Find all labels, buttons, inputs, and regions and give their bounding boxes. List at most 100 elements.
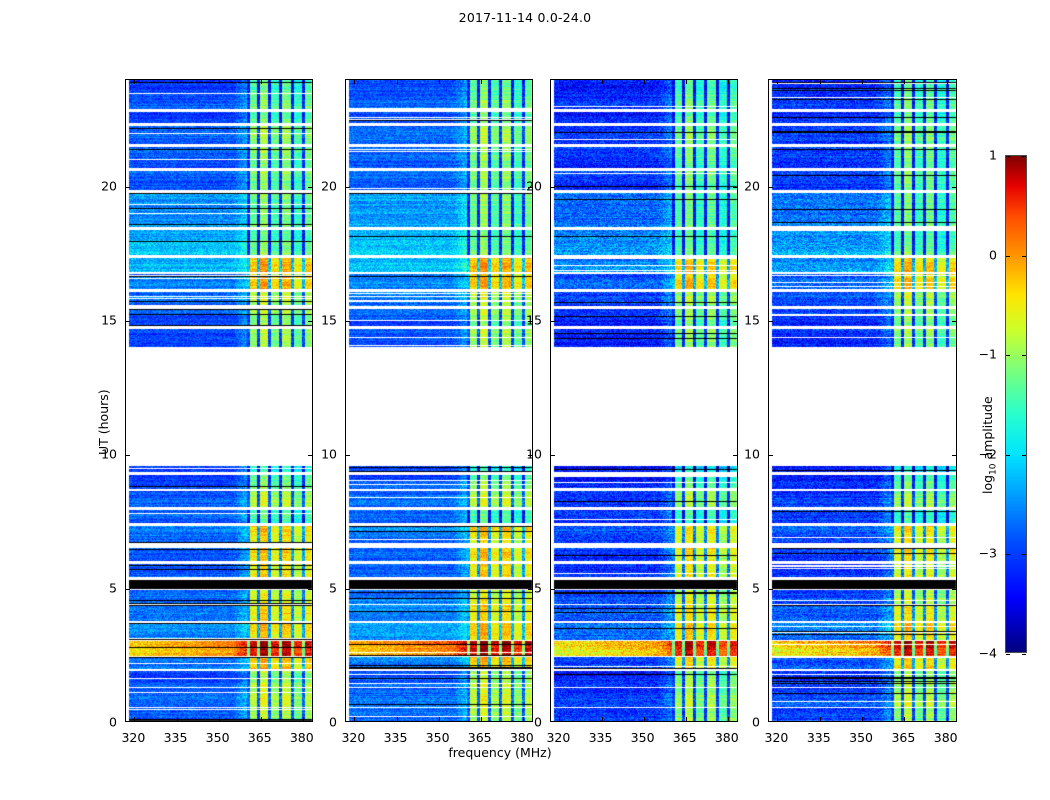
y-tick-inner bbox=[126, 455, 130, 457]
x-tick-inner bbox=[727, 717, 729, 721]
y-tick-inner bbox=[346, 455, 350, 457]
y-tick-outer bbox=[345, 455, 346, 456]
x-tick-inner bbox=[685, 717, 687, 721]
panel-xx[interactable]: XX, V6*V8=EA09*EA27 bbox=[125, 79, 313, 722]
x-tick-inner bbox=[176, 717, 178, 721]
x-tick-top bbox=[685, 80, 687, 84]
y-tick-inner bbox=[551, 589, 555, 591]
x-tick-inner bbox=[946, 717, 948, 721]
colorbar-tick-label: 0 bbox=[989, 247, 997, 263]
x-tick-inner bbox=[601, 717, 603, 721]
y-tick-right bbox=[528, 589, 532, 591]
y-tick-outer bbox=[550, 321, 551, 322]
x-tick-top bbox=[559, 80, 561, 84]
y-tick-inner bbox=[769, 455, 773, 457]
x-tick-label: 320 bbox=[121, 730, 146, 745]
y-tick-right bbox=[733, 321, 737, 323]
y-tick-label: 20 bbox=[526, 178, 542, 194]
y-tick-right bbox=[528, 187, 532, 189]
y-tick-right bbox=[952, 321, 956, 323]
y-tick-outer bbox=[345, 321, 346, 322]
x-tick-outer bbox=[777, 721, 778, 722]
x-tick-label: 335 bbox=[383, 730, 408, 745]
x-tick-inner bbox=[396, 717, 398, 721]
x-tick-inner bbox=[862, 717, 864, 721]
x-tick-inner bbox=[480, 717, 482, 721]
y-tick-outer bbox=[345, 589, 346, 590]
x-tick-label: 365 bbox=[467, 730, 492, 745]
panel-xy[interactable]: XY, V6*V8=EA09*EA27 bbox=[550, 79, 738, 722]
x-tick-label: 350 bbox=[849, 730, 874, 745]
colorbar-label: log10 amplitude bbox=[980, 396, 999, 494]
x-tick-outer bbox=[686, 721, 687, 722]
x-tick-outer bbox=[354, 721, 355, 722]
x-tick-top bbox=[260, 80, 262, 84]
colorbar-tick-right bbox=[1022, 454, 1026, 456]
x-tick-top bbox=[480, 80, 482, 84]
x-tick-top bbox=[176, 80, 178, 84]
y-tick-right bbox=[733, 187, 737, 189]
y-tick-inner bbox=[126, 187, 130, 189]
plot-area bbox=[769, 80, 956, 721]
x-tick-label: 335 bbox=[806, 730, 831, 745]
y-tick-inner bbox=[769, 589, 773, 591]
y-tick-label: 0 bbox=[534, 714, 542, 730]
x-tick-inner bbox=[559, 717, 561, 721]
x-tick-outer bbox=[397, 721, 398, 722]
y-tick-inner bbox=[551, 187, 555, 189]
x-tick-outer bbox=[820, 721, 821, 722]
y-tick-inner bbox=[769, 321, 773, 323]
x-tick-top bbox=[396, 80, 398, 84]
y-tick-inner bbox=[346, 321, 350, 323]
y-axis-label: UT (hours) bbox=[96, 389, 111, 455]
plot-area bbox=[126, 80, 312, 721]
y-tick-label: 5 bbox=[109, 580, 117, 596]
x-tick-top bbox=[727, 80, 729, 84]
y-tick-right bbox=[308, 589, 312, 591]
y-tick-outer bbox=[768, 321, 769, 322]
x-tick-outer bbox=[559, 721, 560, 722]
y-tick-outer bbox=[768, 187, 769, 188]
colorbar-tick-right bbox=[1022, 654, 1026, 655]
y-tick-label: 5 bbox=[534, 580, 542, 596]
colorbar-tick-inner bbox=[1006, 454, 1010, 456]
y-tick-right bbox=[528, 455, 532, 457]
x-tick-label: 350 bbox=[205, 730, 230, 745]
x-tick-outer bbox=[904, 721, 905, 722]
x-tick-inner bbox=[643, 717, 645, 721]
colorbar-tick-right bbox=[1022, 355, 1026, 357]
panel-yx[interactable]: YX, V6*V8=EA09*EA27 bbox=[768, 79, 957, 722]
colorbar-tick-inner bbox=[1006, 554, 1010, 556]
x-tick-label: 380 bbox=[509, 730, 534, 745]
colorbar[interactable] bbox=[1005, 155, 1027, 655]
colorbar-tick-label: 1 bbox=[989, 147, 997, 163]
y-tick-label: 15 bbox=[101, 312, 117, 328]
y-tick-label: 20 bbox=[744, 178, 760, 194]
x-tick-top bbox=[354, 80, 356, 84]
colorbar-tick-right bbox=[1022, 156, 1026, 157]
y-tick-label: 10 bbox=[321, 446, 337, 462]
y-tick-label: 5 bbox=[752, 580, 760, 596]
colorbar-tick-inner bbox=[1006, 255, 1010, 257]
y-tick-label: 0 bbox=[752, 714, 760, 730]
plot-area bbox=[346, 80, 532, 721]
x-tick-top bbox=[522, 80, 524, 84]
x-tick-top bbox=[643, 80, 645, 84]
colorbar-tick-inner bbox=[1006, 654, 1010, 655]
plot-area bbox=[551, 80, 737, 721]
x-tick-inner bbox=[777, 717, 779, 721]
x-tick-label: 380 bbox=[933, 730, 958, 745]
x-tick-outer bbox=[219, 721, 220, 722]
x-tick-outer bbox=[303, 721, 304, 722]
x-tick-top bbox=[862, 80, 864, 84]
y-tick-label: 15 bbox=[744, 312, 760, 328]
y-tick-right bbox=[733, 455, 737, 457]
x-tick-label: 320 bbox=[546, 730, 571, 745]
x-tick-outer bbox=[947, 721, 948, 722]
y-tick-label: 0 bbox=[329, 714, 337, 730]
y-tick-label: 20 bbox=[101, 178, 117, 194]
colorbar-tick-inner bbox=[1006, 355, 1010, 357]
panel-yy[interactable]: YY, V6*V8=EA09*EA27 bbox=[345, 79, 533, 722]
y-tick-label: 10 bbox=[526, 446, 542, 462]
figure-suptitle: 2017-11-14 0.0-24.0 bbox=[458, 10, 592, 25]
